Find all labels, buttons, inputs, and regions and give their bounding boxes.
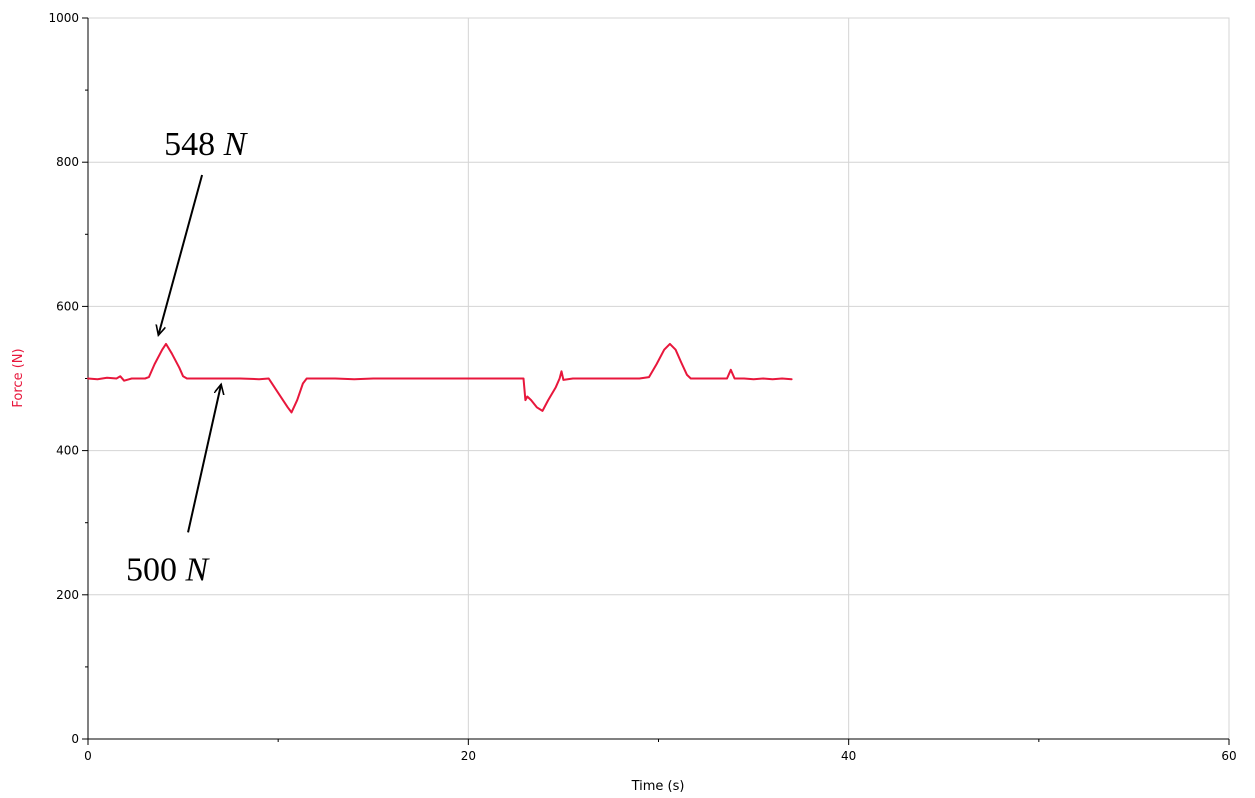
- y-tick-label: 600: [56, 299, 79, 313]
- y-tick-label: 0: [71, 732, 79, 746]
- y-tick-label: 400: [56, 444, 79, 458]
- series-layer: [87, 342, 793, 414]
- annotation-label-2: 500 N: [126, 551, 210, 588]
- x-axis-title: Time (s): [631, 779, 685, 794]
- y-tick-label: 800: [56, 155, 79, 169]
- x-tick-label: 60: [1221, 749, 1236, 763]
- y-tick-label: 1000: [48, 11, 79, 25]
- annotation-unit: N: [223, 126, 249, 163]
- annotation-arrow-2: [187, 384, 221, 533]
- annotation-arrow-1: [158, 174, 204, 335]
- y-axis-title: Force (N): [11, 348, 26, 407]
- annotation-unit: N: [185, 551, 211, 588]
- annotation-label-1: 548 N: [164, 126, 249, 163]
- annotation-value: 500: [126, 551, 185, 588]
- y-tick-label: 200: [56, 588, 79, 602]
- x-tick-label: 20: [461, 749, 476, 763]
- annotation-value: 548: [164, 126, 224, 163]
- x-tick-label: 0: [84, 749, 92, 763]
- axes: 0 200 400 600 800 1000 0 20 40 60: [48, 11, 1236, 763]
- x-tick-label: 40: [841, 749, 856, 763]
- force-series-line: [87, 342, 793, 414]
